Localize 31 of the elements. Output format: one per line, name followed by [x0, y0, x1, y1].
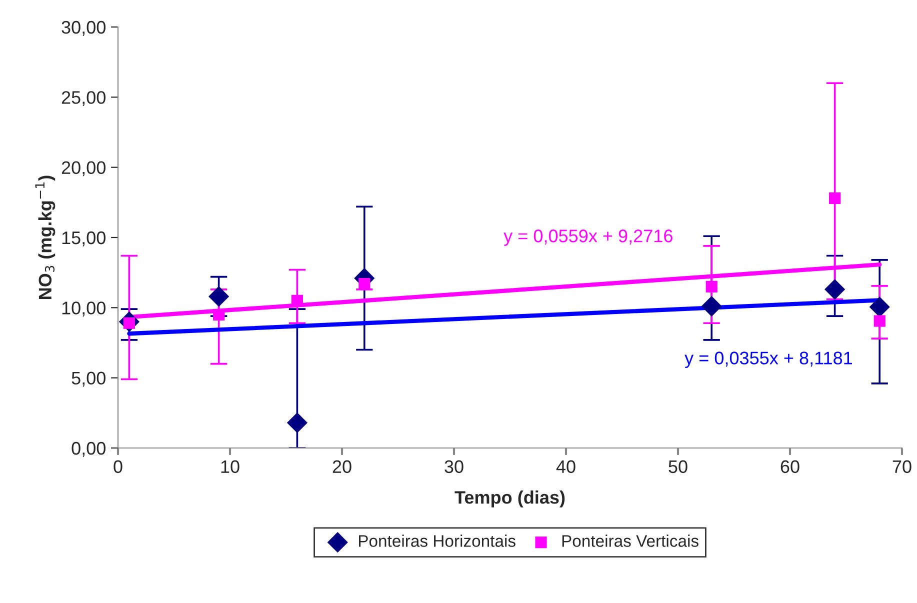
x-tick-label: 60: [780, 460, 800, 474]
annotation: y = 0,0559x + 9,2716: [504, 230, 672, 246]
y-tick-label: 5,00: [72, 372, 106, 387]
x-tick-label: 10: [221, 460, 240, 474]
x-tick-label: 20: [332, 460, 352, 474]
x-tick-label: 50: [668, 460, 688, 474]
point: [824, 279, 846, 300]
point: [828, 192, 841, 204]
y-tick-label: 25,00: [62, 91, 106, 106]
legend-label: Ponteiras Horizontais: [358, 534, 516, 547]
point: [208, 286, 230, 307]
x-tick-label: 70: [892, 460, 912, 474]
point: [874, 315, 886, 327]
y-tick-label: 15,00: [62, 231, 106, 246]
point: [286, 412, 308, 434]
y-tick-label: 0,00: [72, 442, 106, 457]
x-axis-title: Tempo (dias): [454, 490, 565, 508]
point: [358, 278, 370, 290]
point: [869, 296, 890, 318]
x-tick-label: 40: [556, 460, 576, 474]
legend-label: Ponteiras Verticais: [562, 534, 698, 547]
y-axis-title: NO$_{3}$ (mg.kg$^{−1}$): [35, 176, 56, 299]
point: [212, 308, 225, 320]
annotation: y = 0,0355x + 8,1181: [684, 352, 852, 368]
point: [701, 296, 722, 317]
x-tick-label: 30: [444, 460, 464, 474]
x-tick-label: 0: [114, 460, 122, 474]
point: [706, 280, 718, 292]
y-tick-label: 20,00: [62, 161, 106, 176]
y-tick-label: 10,00: [62, 302, 106, 317]
y-tick-label: 30,00: [62, 20, 106, 36]
